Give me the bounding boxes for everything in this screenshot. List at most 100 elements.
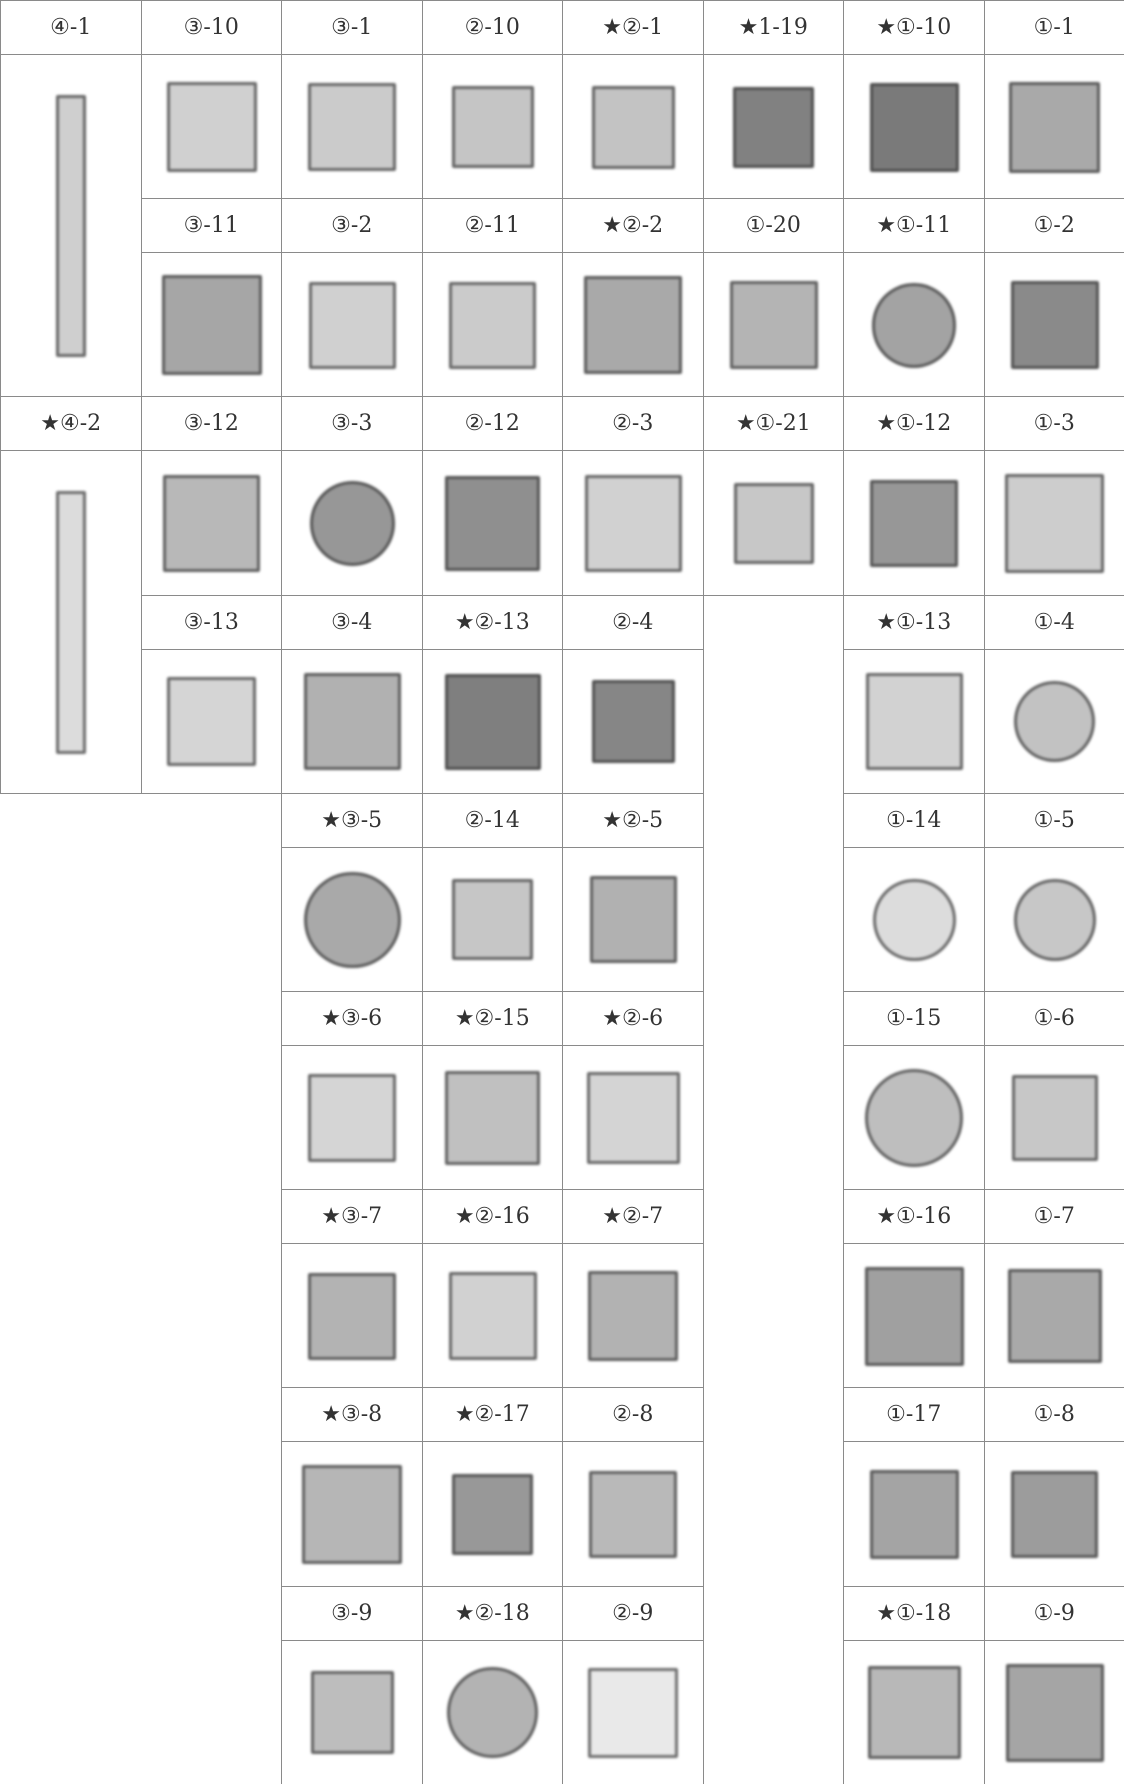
seal-impression <box>449 281 537 369</box>
seal-impression <box>1011 1075 1098 1162</box>
seal-impression <box>452 879 534 961</box>
seal-impression <box>729 281 818 370</box>
seal-cell: ①-4 <box>983 594 1124 794</box>
seal-impression <box>451 86 534 168</box>
seal-impression <box>1005 473 1105 574</box>
seal-cell: ④-1 <box>0 0 142 398</box>
seal-label: ★②-18 <box>422 1587 562 1641</box>
seal-cell: ③-2 <box>281 198 423 398</box>
seal-label: ②-3 <box>563 397 703 452</box>
seal-impression <box>591 680 675 764</box>
seal-label: ★①-11 <box>844 199 984 254</box>
seal-cell: ①-17 <box>843 1387 985 1587</box>
seal-impression <box>1014 681 1096 763</box>
seal-label: ②-12 <box>422 397 562 452</box>
seal-label: ①-14 <box>844 794 984 848</box>
seal-label: ★②-15 <box>422 992 562 1046</box>
seal-impression <box>865 672 963 771</box>
seal-cell: ①-5 <box>983 792 1124 992</box>
seal-cell: ①-8 <box>983 1387 1124 1587</box>
seal-label: ③-4 <box>282 596 422 650</box>
seal-cell: ★①-18 <box>843 1585 985 1784</box>
seal-cell: ★②-2 <box>562 198 704 398</box>
seal-impression <box>302 1464 403 1565</box>
seal-impression <box>733 483 814 564</box>
seal-cell: ★③-5 <box>281 792 423 992</box>
seal-cell: ①-3 <box>983 396 1124 596</box>
seal-label: ①-15 <box>844 992 984 1046</box>
seal-cell: ③-13 <box>140 594 282 794</box>
seal-label: ★③-6 <box>282 992 422 1046</box>
seal-cell: ★①-13 <box>843 594 985 794</box>
seal-cell: ③-11 <box>140 198 282 398</box>
seal-cell: ★①-21 <box>702 396 844 596</box>
seal-impression <box>733 86 815 168</box>
seal-cell: ★1-19 <box>702 0 844 200</box>
seal-label: ①-1 <box>984 1 1124 55</box>
seal-impression <box>56 95 87 358</box>
seal-impression <box>1005 1663 1104 1762</box>
seal-label: ①-5 <box>984 794 1124 848</box>
seal-impression <box>308 1272 396 1361</box>
seal-cell: ①-14 <box>843 792 985 992</box>
seal-label: ①-3 <box>984 397 1124 452</box>
seal-impression <box>56 491 87 754</box>
seal-cell: ①-15 <box>843 991 985 1191</box>
seal-cell: ③-9 <box>281 1585 423 1784</box>
seal-impression <box>163 475 261 572</box>
seal-cell: ①-9 <box>983 1585 1124 1784</box>
seal-impression <box>865 1069 964 1167</box>
seal-cell: ★②-6 <box>562 991 704 1191</box>
seal-label: ★③-7 <box>282 1190 422 1245</box>
seal-cell: ★③-6 <box>281 991 423 1191</box>
seal-label: ①-17 <box>844 1388 984 1443</box>
seal-label: ★①-13 <box>844 596 984 650</box>
seal-label: ②-10 <box>422 1 562 55</box>
seal-cell: ★②-1 <box>562 0 704 200</box>
seal-impression <box>308 82 397 172</box>
seal-impression <box>589 1470 678 1559</box>
seal-label: ★②-7 <box>563 1190 703 1245</box>
seal-label: ★②-13 <box>422 596 562 650</box>
seal-cell: ②-4 <box>562 594 704 794</box>
seal-impression <box>584 474 682 573</box>
seal-label: ②-14 <box>422 794 562 848</box>
seal-impression <box>448 1272 537 1361</box>
seal-label: ★1-19 <box>703 1 843 55</box>
seal-impression <box>303 672 401 771</box>
seal-label: ③-3 <box>282 397 422 452</box>
seal-impression <box>309 481 395 566</box>
seal-label: ★③-8 <box>282 1388 422 1443</box>
seal-label: ★①-16 <box>844 1190 984 1245</box>
seal-cell: ③-1 <box>281 0 423 200</box>
seal-cell: ①-20 <box>702 198 844 398</box>
seal-cell: ★②-15 <box>421 991 563 1191</box>
seal-impression <box>167 677 257 767</box>
seal-impression <box>308 1073 397 1163</box>
seal-label: ③-2 <box>282 199 422 254</box>
seal-impression <box>303 871 401 969</box>
seal-cell: ②-11 <box>421 198 563 398</box>
seal-impression <box>588 1667 679 1758</box>
seal-cell: ①-7 <box>983 1189 1124 1389</box>
seal-label: ②-8 <box>563 1388 703 1443</box>
seal-label: ②-11 <box>422 199 562 254</box>
seal-impression <box>869 1470 959 1559</box>
seal-cell: ★①-11 <box>843 198 985 398</box>
seal-impression <box>591 85 675 169</box>
seal-cell: ③-4 <box>281 594 423 794</box>
seal-label: ★②-2 <box>563 199 703 254</box>
seal-impression <box>589 876 677 964</box>
seal-label: ③-9 <box>282 1587 422 1641</box>
seal-impression <box>867 1666 961 1760</box>
seal-impression <box>1009 81 1101 173</box>
seal-cell: ②-12 <box>421 396 563 596</box>
seal-cell: ★③-7 <box>281 1189 423 1389</box>
seal-impression <box>869 82 959 172</box>
seal-cell: ★②-13 <box>421 594 563 794</box>
seal-cell: ②-8 <box>562 1387 704 1587</box>
seal-label: ①-8 <box>984 1388 1124 1443</box>
seal-label: ④-1 <box>1 1 141 55</box>
seal-cell: ②-9 <box>562 1585 704 1784</box>
